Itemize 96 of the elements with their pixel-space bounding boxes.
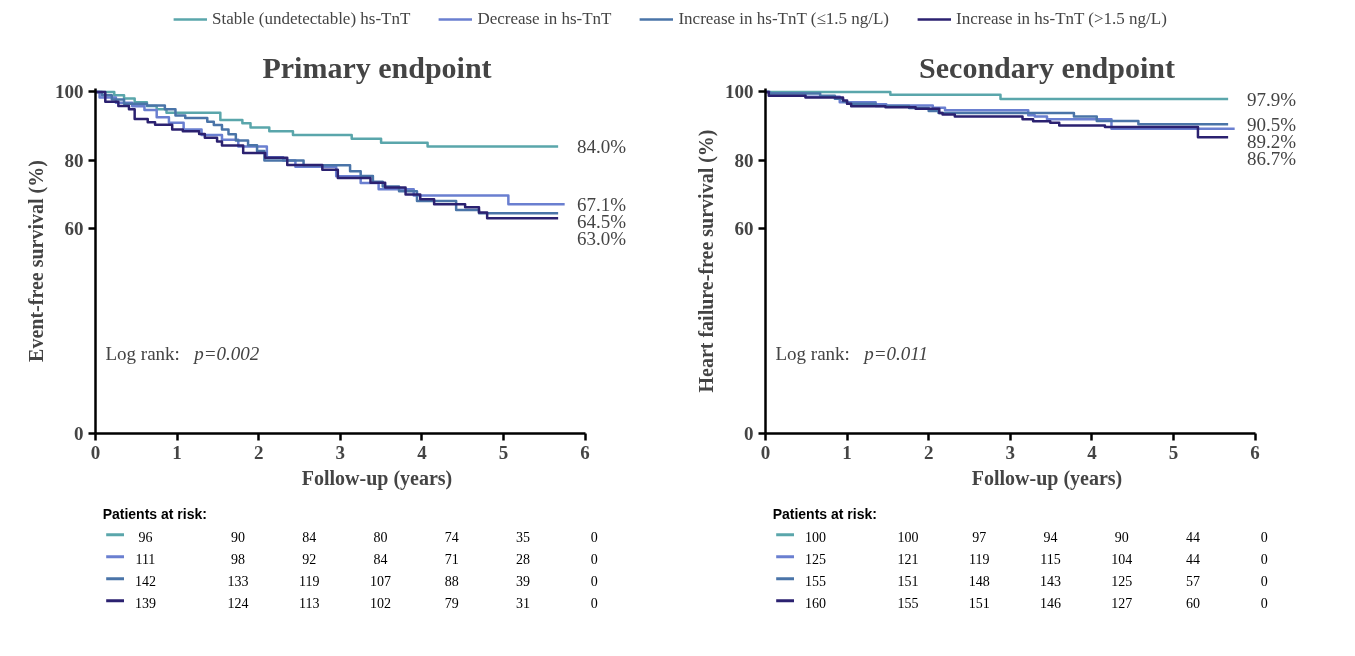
text: 160 bbox=[804, 595, 826, 611]
legend-label: Stable (undetectable) hs-TnT bbox=[212, 9, 411, 29]
text: Patients at risk: bbox=[102, 505, 207, 522]
text: 97 bbox=[972, 529, 987, 545]
x-tick-label: 1 bbox=[172, 441, 182, 463]
x-tick-label: 3 bbox=[1005, 441, 1016, 463]
legend-label: Increase in hs-TnT (≤1.5 ng/L) bbox=[678, 9, 890, 29]
text: 84 bbox=[373, 551, 388, 567]
text: 35 bbox=[516, 529, 531, 545]
x-tick-label: 1 bbox=[842, 441, 852, 463]
text: 71 bbox=[444, 551, 459, 567]
chart-title: Secondary endpoint bbox=[919, 50, 1175, 84]
text: 88 bbox=[444, 573, 459, 589]
text: 44 bbox=[1186, 529, 1201, 545]
y-tick-label: 60 bbox=[64, 218, 84, 240]
text: 98 bbox=[231, 551, 246, 567]
text: 113 bbox=[299, 595, 320, 611]
text: 146 bbox=[1040, 595, 1062, 611]
x-tick-label: 0 bbox=[90, 441, 101, 463]
text: 0 bbox=[1260, 551, 1268, 567]
text: 31 bbox=[516, 595, 531, 611]
x-tick-label: 2 bbox=[253, 441, 264, 463]
text: 90 bbox=[231, 529, 246, 545]
x-tick-label: 6 bbox=[1250, 441, 1260, 463]
text: 0 bbox=[1260, 529, 1268, 545]
text: 142 bbox=[134, 573, 156, 589]
text: 102 bbox=[370, 595, 392, 611]
text: 100 bbox=[897, 529, 919, 545]
text: 0 bbox=[590, 595, 598, 611]
annotation: p=0.002 bbox=[192, 342, 260, 364]
text: 151 bbox=[897, 573, 919, 589]
text: 0 bbox=[1260, 573, 1268, 589]
x-tick-label: 2 bbox=[923, 441, 934, 463]
x-axis-title: Follow-up (years) bbox=[301, 466, 453, 490]
text: 0 bbox=[590, 529, 598, 545]
text: 148 bbox=[968, 573, 990, 589]
annotation: Log rank: bbox=[105, 342, 180, 364]
text: 151 bbox=[968, 595, 990, 611]
text: 127 bbox=[1111, 595, 1133, 611]
text: 139 bbox=[134, 595, 156, 611]
text: 125 bbox=[1111, 573, 1133, 589]
x-tick-label: 4 bbox=[417, 441, 428, 463]
x-tick-label: 0 bbox=[760, 441, 771, 463]
text: 74 bbox=[444, 529, 459, 545]
text: 0 bbox=[590, 551, 598, 567]
annotation: 97.9% bbox=[1247, 88, 1297, 110]
y-tick-label: 60 bbox=[734, 218, 754, 240]
annotation: Log rank: bbox=[775, 342, 850, 364]
text: 0 bbox=[590, 573, 598, 589]
x-tick-label: 5 bbox=[498, 441, 509, 463]
annotation: 84.0% bbox=[577, 136, 627, 158]
y-axis-title: Event-free survival (%) bbox=[25, 160, 48, 362]
chart-title: Primary endpoint bbox=[262, 50, 492, 84]
text: 100 bbox=[804, 529, 826, 545]
x-tick-label: 3 bbox=[335, 441, 346, 463]
x-tick-label: 6 bbox=[580, 441, 590, 463]
text: 104 bbox=[1111, 551, 1133, 567]
text: 39 bbox=[516, 573, 531, 589]
text: 111 bbox=[135, 551, 156, 567]
x-tick-label: 4 bbox=[1087, 441, 1098, 463]
x-tick-label: 5 bbox=[1168, 441, 1179, 463]
y-tick-label: 0 bbox=[74, 423, 84, 444]
x-axis-title: Follow-up (years) bbox=[971, 466, 1123, 490]
text: 79 bbox=[444, 595, 459, 611]
text: 107 bbox=[370, 573, 392, 589]
text: 80 bbox=[373, 529, 388, 545]
text: 44 bbox=[1186, 551, 1201, 567]
text: 94 bbox=[1043, 529, 1058, 545]
y-axis-title: Heart failure-free survival (%) bbox=[695, 129, 718, 393]
y-tick-label: 80 bbox=[734, 149, 754, 171]
y-tick-label: 0 bbox=[744, 423, 754, 444]
text: 155 bbox=[897, 595, 919, 611]
text: 121 bbox=[897, 551, 919, 567]
text: 115 bbox=[1040, 551, 1061, 567]
text: 90 bbox=[1114, 529, 1129, 545]
text: 92 bbox=[302, 551, 317, 567]
text: 0 bbox=[1260, 595, 1268, 611]
y-tick-label: 100 bbox=[55, 81, 84, 103]
text: 96 bbox=[138, 529, 153, 545]
legend-label: Increase in hs-TnT (>1.5 ng/L) bbox=[956, 9, 1167, 29]
text: 119 bbox=[969, 551, 990, 567]
text: 84 bbox=[302, 529, 317, 545]
text: 60 bbox=[1186, 595, 1201, 611]
text: 143 bbox=[1040, 573, 1062, 589]
text: 119 bbox=[299, 573, 320, 589]
text: 125 bbox=[804, 551, 826, 567]
text: 155 bbox=[804, 573, 826, 589]
annotation: p=0.011 bbox=[862, 342, 928, 364]
text: 57 bbox=[1186, 573, 1201, 589]
text: 124 bbox=[227, 595, 249, 611]
legend-label: Decrease in hs-TnT bbox=[477, 9, 612, 29]
text: 133 bbox=[227, 573, 249, 589]
text: 28 bbox=[516, 551, 531, 567]
y-tick-label: 100 bbox=[725, 81, 754, 103]
text: Patients at risk: bbox=[772, 505, 877, 522]
y-tick-label: 80 bbox=[64, 149, 84, 171]
